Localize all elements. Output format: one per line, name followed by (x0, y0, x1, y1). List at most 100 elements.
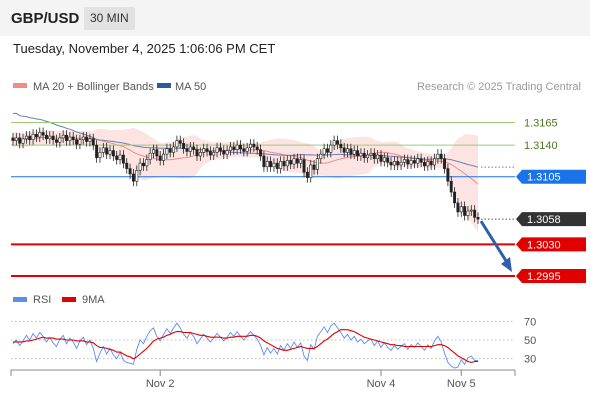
candle (473, 205, 477, 223)
candle (128, 163, 132, 179)
candle (208, 146, 212, 161)
candle (312, 160, 316, 175)
candle (202, 143, 206, 158)
candle (51, 131, 55, 145)
candle (292, 153, 296, 170)
candle (346, 143, 350, 158)
candle (232, 141, 236, 155)
candle (289, 155, 293, 170)
candle (332, 135, 336, 151)
candle (48, 131, 52, 144)
candle (178, 135, 182, 149)
candle (165, 143, 169, 160)
level-label-1.3030: 1.3030 (527, 239, 561, 251)
candle (162, 149, 166, 166)
candle (61, 130, 65, 143)
price-legend: MA 20 + Bollinger Bands MA 50 Research ©… (13, 81, 581, 93)
interval-button[interactable]: 30 MIN (84, 7, 135, 30)
candle (34, 129, 38, 142)
candle (279, 156, 283, 174)
legend-ma20-label: MA 20 + Bollinger Bands (33, 81, 154, 93)
price-levels (11, 122, 515, 277)
candle (392, 156, 396, 170)
candle (222, 145, 226, 160)
ma20-line (12, 136, 479, 185)
rsi-line (12, 322, 478, 369)
x-tick-nov-5: Nov 5 (447, 378, 476, 390)
candle (91, 133, 95, 151)
candle (242, 143, 246, 157)
rsi-tick-50: 50 (524, 335, 536, 347)
current-price-tag (516, 212, 586, 227)
candle (396, 156, 400, 170)
candle (352, 145, 356, 160)
candle (459, 201, 463, 217)
rsi-tick-70: 70 (524, 316, 536, 328)
candle (182, 138, 186, 154)
level-tag-1.2995 (516, 268, 586, 283)
candle (44, 130, 48, 144)
candle (339, 139, 343, 153)
candle (265, 156, 269, 172)
x-axis: Nov 2 Nov 4 Nov 5 (10, 369, 516, 390)
candle (463, 201, 467, 221)
candle (469, 205, 473, 216)
candle (282, 156, 286, 171)
candle (212, 147, 216, 161)
candle (155, 144, 159, 161)
candle (38, 127, 42, 142)
candle (71, 132, 75, 145)
candle (369, 148, 373, 161)
candle (101, 142, 105, 158)
candle (272, 158, 276, 172)
candle (28, 131, 32, 145)
legend-ma50-label: MA 50 (175, 81, 206, 93)
candle (78, 134, 82, 150)
candle (115, 150, 119, 165)
candle (309, 160, 313, 183)
candle (412, 155, 416, 169)
candle (175, 135, 179, 152)
candle (359, 148, 363, 161)
candle (95, 140, 99, 163)
candle (118, 150, 122, 165)
candle (195, 144, 199, 161)
candle (235, 140, 239, 155)
candle (259, 144, 263, 161)
candle (399, 157, 403, 170)
candle (315, 153, 319, 175)
forecast-arrow-head (501, 256, 512, 272)
candle (386, 152, 390, 168)
candle (275, 158, 279, 174)
candle (145, 154, 149, 171)
candle (68, 132, 72, 146)
research-credit: Research © 2025 Trading Central (417, 81, 581, 93)
rsi-9ma-line (13, 329, 478, 363)
level-label-1.3105: 1.3105 (527, 172, 561, 184)
current-price-label: 1.3058 (527, 214, 561, 226)
chart-datetime: Tuesday, November 4, 2025 1:06:06 PM CET (13, 41, 276, 56)
candle (24, 131, 28, 144)
candle (406, 154, 410, 170)
candle (75, 134, 79, 150)
candle (356, 145, 360, 161)
candle (188, 141, 192, 157)
candle (476, 212, 480, 225)
candle (376, 150, 380, 164)
x-tick-nov-4: Nov 4 (367, 378, 396, 390)
bollinger-bands (12, 112, 479, 233)
candle (249, 139, 252, 153)
candle (295, 153, 299, 169)
candle (269, 156, 273, 172)
candle (111, 145, 115, 161)
rsi-tick-30: 30 (524, 354, 536, 366)
candle (228, 141, 232, 156)
candle (342, 142, 346, 158)
candle (245, 142, 249, 157)
candle (14, 132, 18, 146)
candle (192, 141, 196, 155)
candle (456, 197, 460, 217)
candle (402, 154, 406, 168)
candle (141, 158, 145, 171)
